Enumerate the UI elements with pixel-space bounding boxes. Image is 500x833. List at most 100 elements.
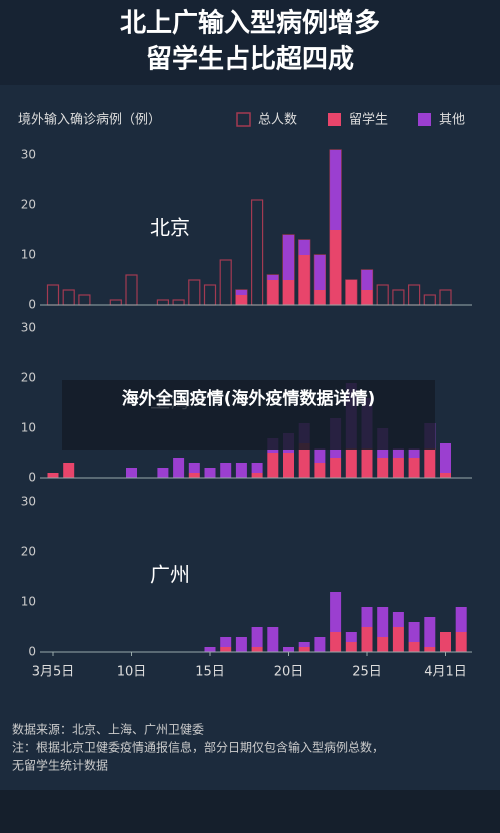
bar: [251, 473, 263, 478]
bar: [283, 235, 294, 280]
title: 北上广输入型病例增多: [120, 8, 380, 39]
title: 留学生占比超四成: [146, 44, 354, 75]
bar: [392, 627, 404, 652]
bar: [235, 295, 247, 305]
bar: [298, 647, 310, 652]
bar: [235, 637, 247, 652]
total-bar: [78, 294, 91, 306]
bar: [251, 647, 263, 652]
y-tick-label: 0: [28, 645, 36, 659]
bar: [220, 463, 232, 478]
bar: [126, 468, 137, 478]
x-tick-label: 10日: [117, 665, 147, 680]
bar: [251, 463, 263, 473]
bar: [267, 280, 279, 305]
total-bar: [423, 294, 436, 306]
panel-title: 北京: [150, 216, 190, 240]
y-tick-label: 20: [21, 545, 36, 559]
total-bar: [125, 274, 138, 306]
legend-swatch: [328, 113, 341, 126]
bar: [345, 642, 357, 652]
bar: [314, 637, 326, 652]
bar: [440, 473, 451, 478]
bar: [283, 453, 294, 478]
bar: [220, 637, 232, 647]
total-bar: [203, 284, 217, 306]
bar: [455, 632, 467, 652]
footer: 数据来源：北京、上海、广州卫健委: [12, 722, 204, 737]
bar: [361, 448, 373, 478]
y-tick-label: 10: [21, 595, 36, 609]
total-bar: [46, 284, 60, 306]
legend-label: 其他: [439, 113, 465, 128]
bar: [330, 458, 342, 478]
x-tick-label: 4月1日: [424, 665, 467, 680]
bar: [298, 443, 310, 478]
total-bar: [156, 299, 169, 306]
bar: [188, 463, 200, 473]
bar: [157, 468, 169, 478]
bar: [283, 280, 294, 305]
bar: [392, 448, 404, 458]
bar: [298, 240, 310, 255]
bar: [173, 458, 185, 478]
bar: [424, 617, 436, 647]
bar: [283, 647, 294, 652]
legend-swatch: [418, 113, 431, 126]
panel-title: 广州: [150, 563, 190, 587]
bar: [361, 290, 373, 305]
y-tick-label: 0: [28, 471, 36, 485]
y-tick-label: 10: [21, 248, 36, 262]
bar: [361, 607, 373, 627]
bar: [377, 458, 389, 478]
y-tick-label: 20: [21, 198, 36, 212]
x-tick-label: 15日: [195, 665, 225, 680]
bar: [377, 607, 389, 637]
bar: [251, 627, 263, 647]
bar: [220, 647, 232, 652]
y-tick-label: 30: [21, 495, 36, 509]
y-tick-label: 20: [21, 371, 36, 385]
total-bar: [439, 289, 452, 306]
legend-label: 总人数: [258, 113, 297, 128]
x-tick-label: 3月5日: [32, 665, 75, 680]
total-bar: [109, 299, 122, 306]
bar: [267, 453, 279, 478]
bar: [408, 458, 420, 478]
footer: 无留学生统计数据: [12, 758, 108, 773]
total-bar: [219, 259, 232, 306]
bar: [267, 275, 279, 280]
bar: [298, 255, 310, 305]
bar: [361, 627, 373, 652]
legend-swatch: [236, 112, 251, 127]
x-tick-label: 25日: [352, 665, 382, 680]
total-bar: [62, 289, 75, 306]
bar: [361, 270, 373, 290]
total-bar: [251, 199, 264, 306]
bar: [314, 448, 326, 463]
bar: [47, 473, 59, 478]
bar: [314, 255, 326, 290]
bar: [204, 647, 216, 652]
bar: [408, 448, 420, 458]
footer: 注：根据北京卫健委疫情通报信息，部分日期仅包含输入型病例总数，: [12, 740, 384, 755]
bar: [440, 632, 451, 652]
bar: [188, 473, 200, 478]
bar: [330, 150, 342, 230]
bar: [392, 458, 404, 478]
bar: [314, 290, 326, 305]
bar: [392, 612, 404, 627]
bar: [267, 627, 279, 652]
bar: [424, 647, 436, 652]
header-band: [0, 0, 500, 85]
y-tick-label: 10: [21, 421, 36, 435]
bar: [440, 443, 451, 473]
footer-band: [0, 790, 500, 833]
x-tick-label: 20日: [274, 665, 304, 680]
bar: [408, 622, 420, 642]
bar: [345, 448, 357, 478]
y-tick-label: 30: [21, 148, 36, 162]
total-bar: [188, 279, 201, 306]
